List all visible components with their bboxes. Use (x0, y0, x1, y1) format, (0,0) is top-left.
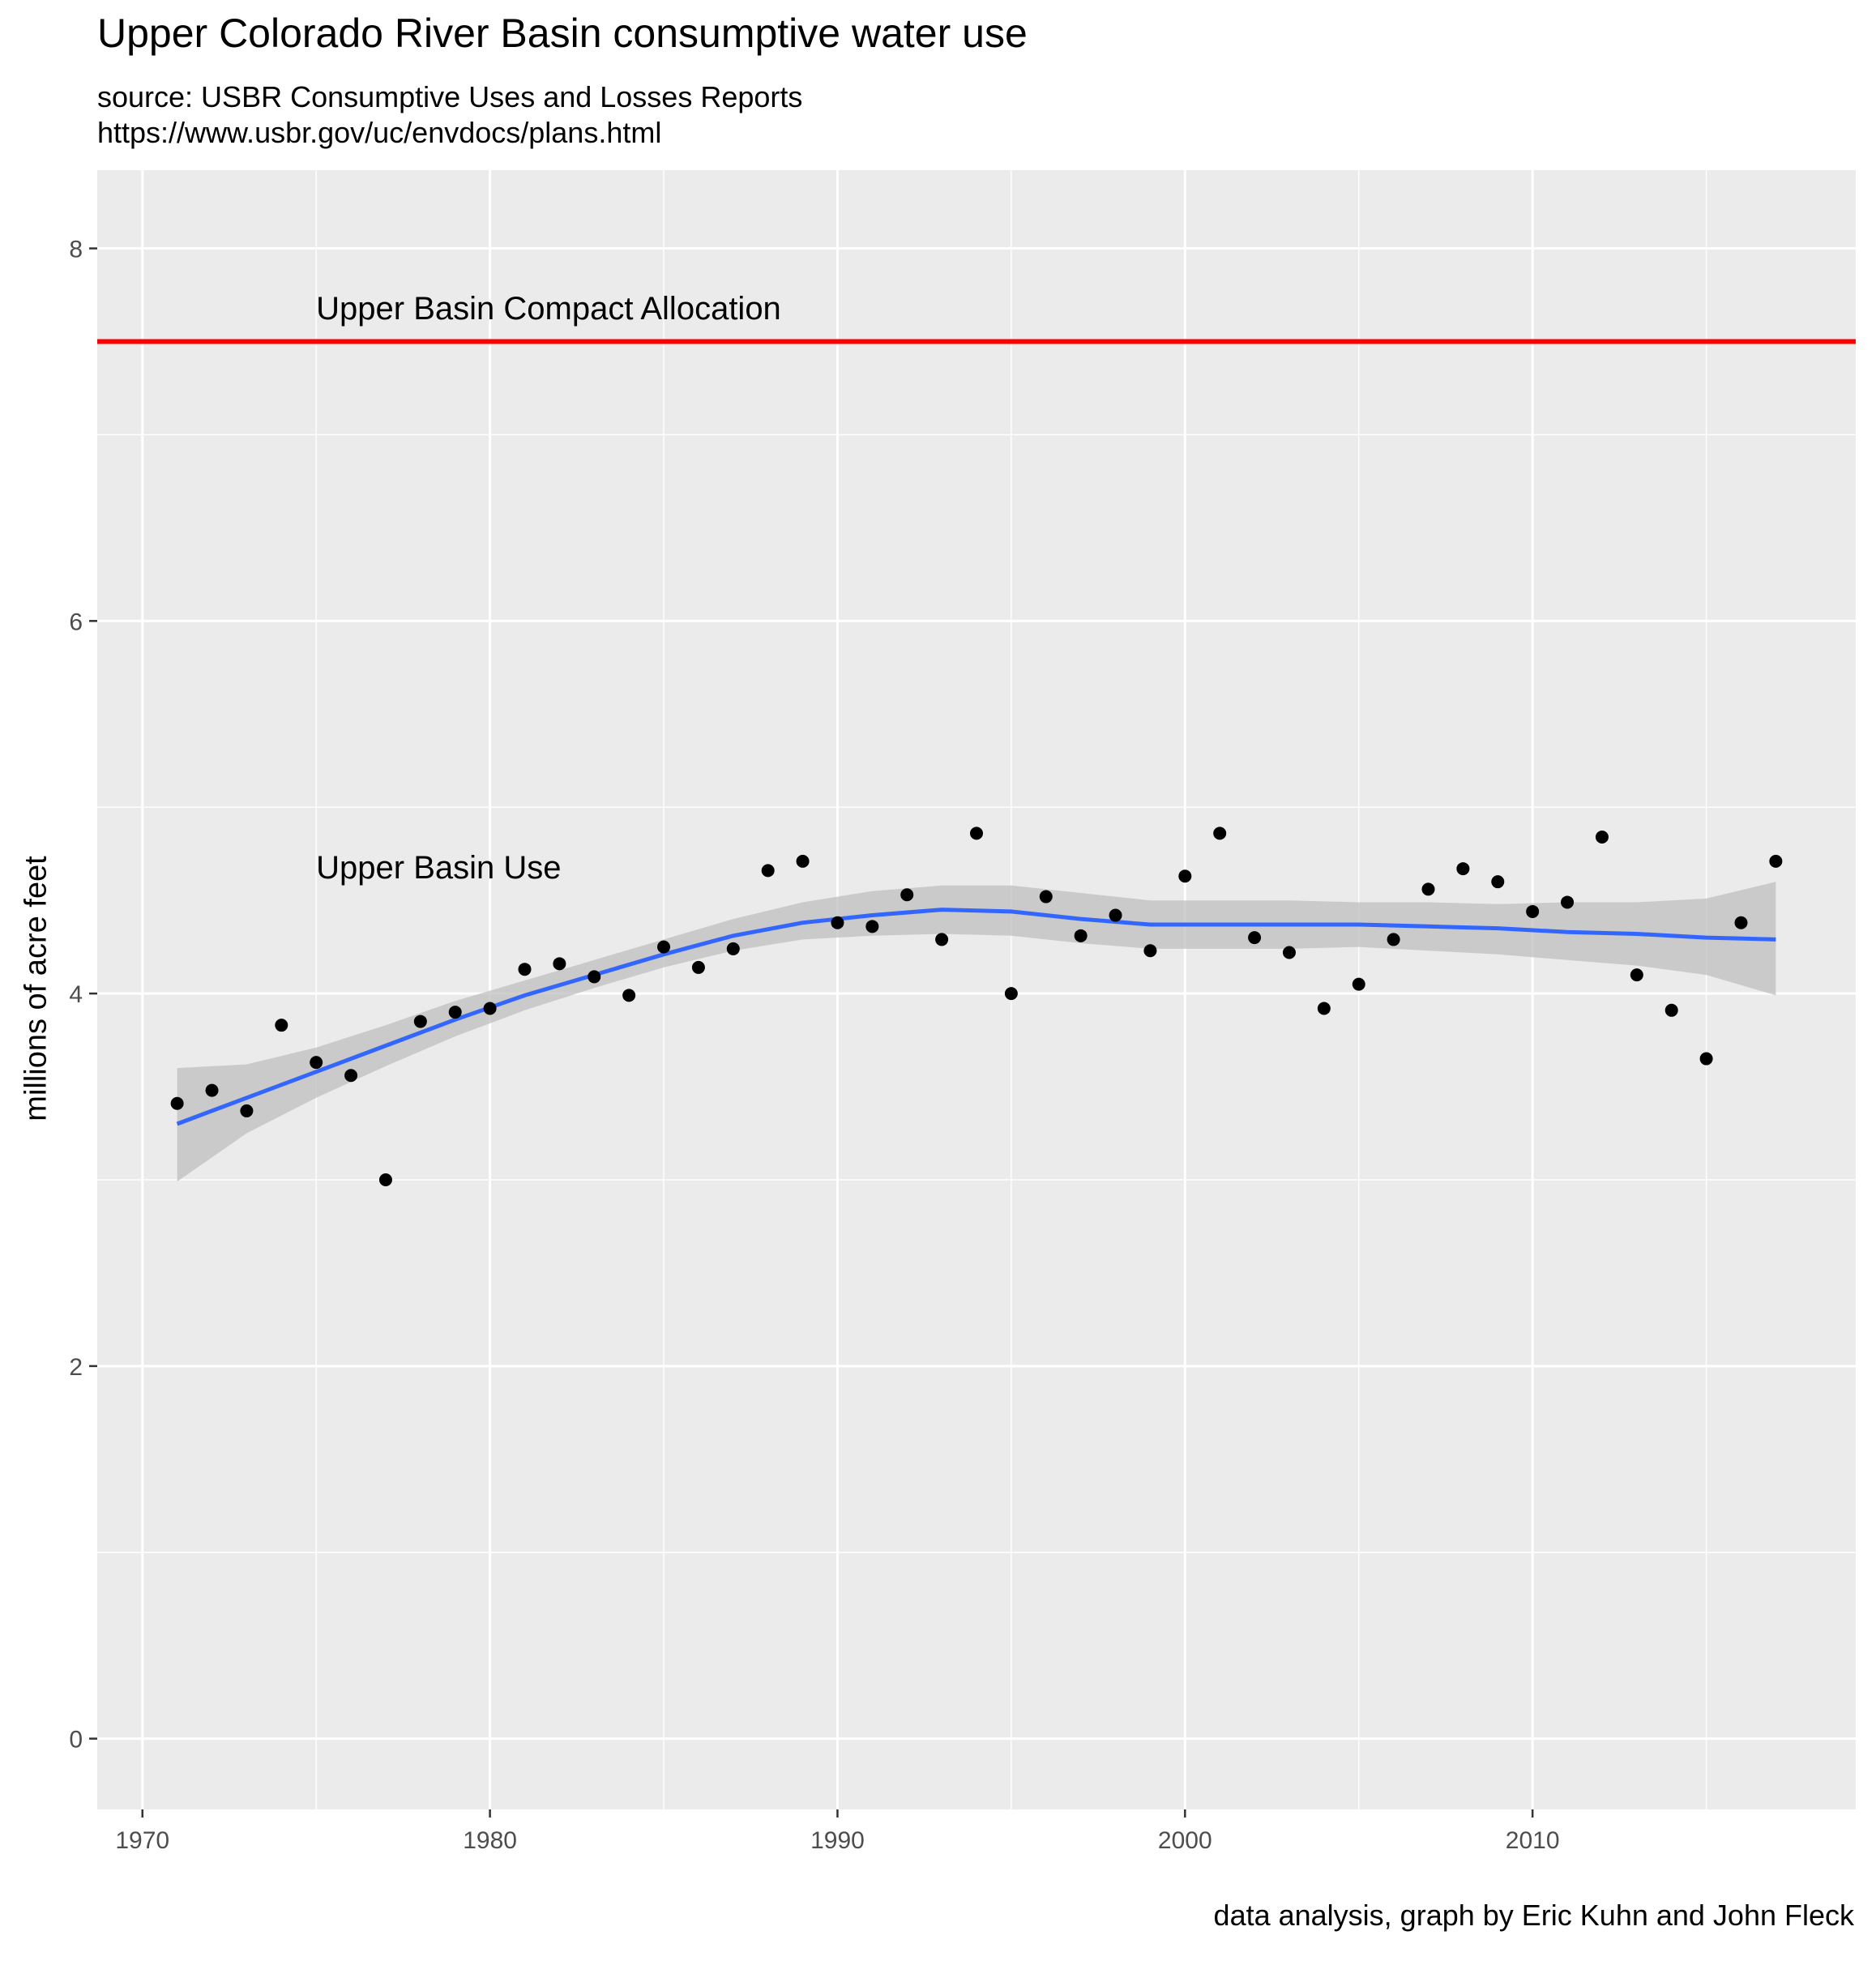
allocation-annotation: Upper Basin Compact Allocation (316, 291, 781, 327)
y-tick-label: 4 (69, 981, 83, 1008)
data-point (865, 920, 879, 933)
data-point (448, 1006, 462, 1019)
chart-title: Upper Colorado River Basin consumptive w… (97, 11, 1028, 56)
x-tick-label: 2000 (1158, 1827, 1212, 1854)
data-point (413, 1015, 427, 1028)
x-tick-label: 1990 (810, 1827, 865, 1854)
data-point (1664, 1003, 1678, 1017)
data-point (1630, 968, 1643, 982)
data-point (1039, 890, 1053, 903)
x-tick-label: 2010 (1506, 1827, 1560, 1854)
data-point (1317, 1002, 1331, 1015)
data-point (1143, 944, 1157, 958)
data-point (1561, 895, 1575, 909)
data-point (518, 963, 532, 976)
data-point (344, 1069, 358, 1083)
data-point (1109, 908, 1122, 922)
data-point (726, 942, 740, 955)
data-points (170, 827, 1783, 1186)
x-tick-label: 1980 (463, 1827, 517, 1854)
data-point (1699, 1052, 1713, 1066)
chart-caption: data analysis, graph by Eric Kuhn and Jo… (1213, 1899, 1854, 1932)
data-point (1734, 916, 1748, 929)
data-point (1004, 987, 1018, 1001)
data-point (935, 933, 949, 946)
y-tick-label: 2 (69, 1354, 83, 1381)
data-point (622, 989, 636, 1002)
data-point (1491, 875, 1505, 889)
data-point (205, 1083, 219, 1097)
plot-panel (97, 170, 1856, 1809)
data-point (1769, 854, 1783, 868)
data-point (1213, 827, 1227, 840)
axis-ticks (89, 247, 1534, 1818)
data-point (970, 827, 983, 840)
y-tick-label: 6 (69, 609, 83, 635)
data-point (657, 940, 671, 954)
tick-labels: 1970 1980 1990 2000 2010 0 2 4 6 8 (69, 237, 1559, 1854)
data-point (1526, 904, 1540, 918)
data-point (1456, 862, 1470, 876)
data-point (1282, 946, 1296, 959)
x-tick-label: 1970 (115, 1827, 169, 1854)
data-point (553, 957, 566, 971)
data-point (240, 1104, 254, 1117)
upper-basin-use-annotation: Upper Basin Use (316, 850, 561, 886)
data-point (170, 1096, 184, 1110)
data-point (483, 1002, 497, 1015)
data-point (275, 1019, 288, 1032)
data-point (378, 1173, 392, 1186)
data-point (796, 854, 810, 868)
data-point (691, 960, 705, 974)
data-point (1387, 933, 1400, 946)
data-point (1595, 830, 1609, 844)
data-point (1178, 869, 1192, 883)
data-point (1352, 977, 1365, 991)
smooth-confidence-band (177, 882, 1776, 1182)
major-gridlines (97, 170, 1856, 1809)
data-point (1248, 931, 1262, 945)
data-point (900, 888, 914, 902)
chart-subtitle-source: source: USBR Consumptive Uses and Losses… (97, 80, 803, 113)
data-point (1074, 929, 1088, 942)
data-point (310, 1056, 323, 1070)
smooth-trend-line (176, 908, 1776, 1126)
y-tick-label: 8 (69, 237, 83, 263)
data-point (1421, 882, 1435, 896)
data-point (761, 864, 775, 878)
y-tick-label: 0 (69, 1727, 83, 1754)
data-point (831, 916, 844, 929)
data-point (588, 970, 601, 984)
chart-subtitle-url: https://www.usbr.gov/uc/envdocs/plans.ht… (97, 116, 662, 149)
